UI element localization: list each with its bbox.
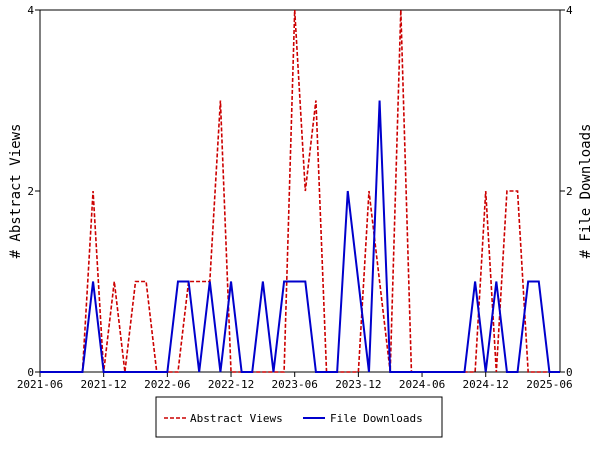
y-left-axis-title: # Abstract Views (8, 124, 24, 259)
tick-labels: 2021-06 2021-12 2022-06 2022-12 2023-06 2023-… (17, 4, 573, 391)
series-lines (40, 9, 560, 373)
series-line-abstract-views (40, 9, 560, 373)
y-right-axis-title: # File Downloads (578, 124, 594, 259)
x-tick-label: 2023-12 (335, 378, 381, 391)
legend: Abstract Views File Downloads (155, 396, 443, 438)
x-tick-label: 2024-12 (463, 378, 509, 391)
series-line-file-downloads (40, 100, 560, 373)
legend-label-abstract-views: Abstract Views (190, 412, 283, 425)
x-tick-label: 2021-06 (17, 378, 63, 391)
x-tick-label: 2025-06 (526, 378, 572, 391)
y-right-tick-label: 2 (566, 185, 573, 198)
x-tick-label: 2022-06 (144, 378, 190, 391)
x-tick-label: 2022-12 (208, 378, 254, 391)
x-tick-label: 2023-06 (272, 378, 318, 391)
y-left-tick-label: 0 (27, 366, 34, 379)
legend-box (155, 396, 443, 438)
y-right-tick-label: 4 (566, 4, 573, 17)
y-left-tick-label: 4 (27, 4, 34, 17)
y-left-tick-label: 2 (27, 185, 34, 198)
y-right-tick-label: 0 (566, 366, 573, 379)
x-tick-label: 2024-06 (399, 378, 445, 391)
legend-label-file-downloads: File Downloads (330, 412, 423, 425)
x-tick-label: 2021-12 (80, 378, 126, 391)
